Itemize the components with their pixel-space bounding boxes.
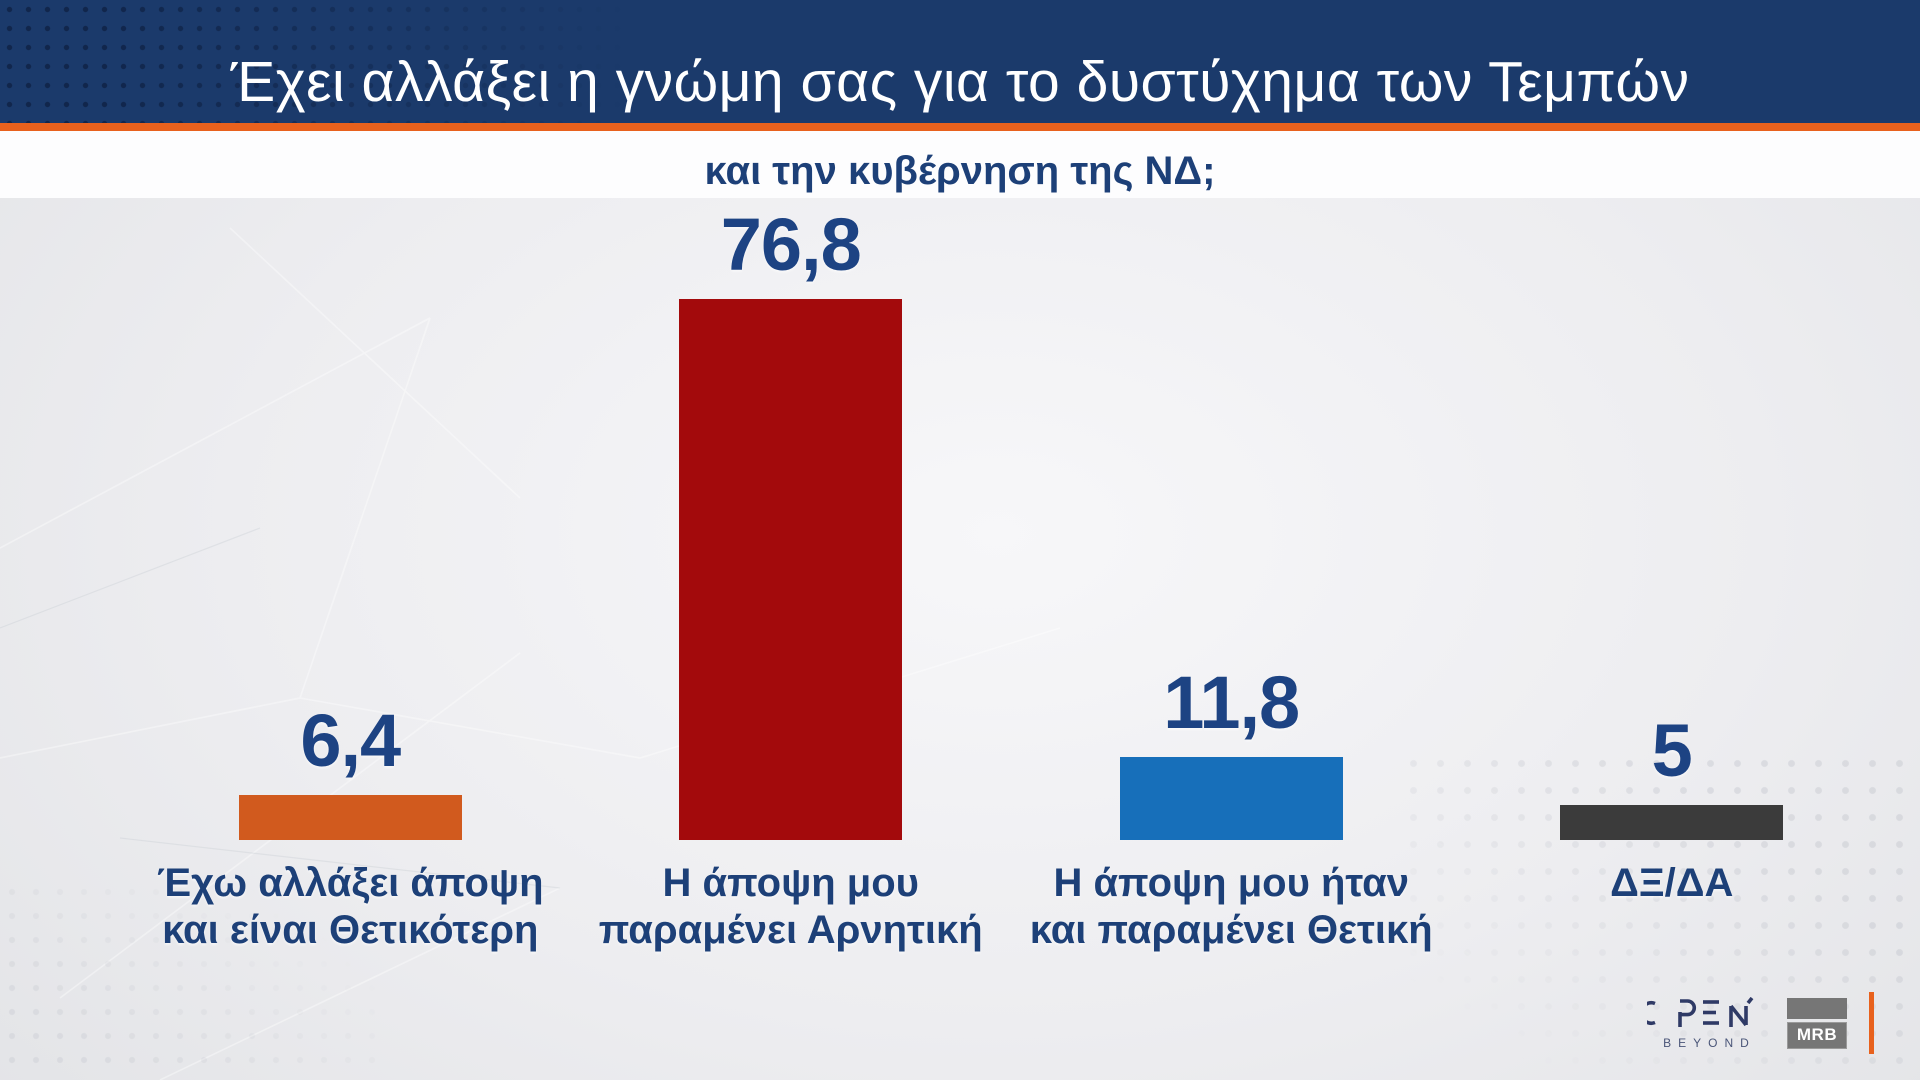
bar-category-label-line: και είναι Θετικότερη — [162, 908, 539, 952]
bar-3 — [1119, 757, 1343, 840]
open-logo: BEYOND — [1647, 996, 1765, 1050]
bar-2 — [679, 299, 903, 840]
bar-category-label: Η άποψη μου παραμένει Αρνητική — [599, 860, 983, 954]
page-title: Έχει αλλάξει η γνώμη σας για το δυστύχημ… — [230, 50, 1690, 114]
bar-4 — [1560, 805, 1784, 840]
bar-group-4: 5 ΔΞ/ΔΑ — [1452, 198, 1893, 954]
bar-value-label: 6,4 — [300, 699, 401, 782]
bar-category-label: Έχω αλλάξει άποψη και είναι Θετικότερη — [157, 860, 544, 954]
bar-category-label-line: Έχω αλλάξει άποψη — [156, 861, 544, 905]
footer-logos: BEYOND MRB — [1647, 992, 1874, 1054]
bar-category-label: Η άποψη μου ήταν και παραμένει Θετική — [1030, 860, 1433, 954]
bar-group-3: 11,8 Η άποψη μου ήταν και παραμένει Θετική — [1011, 198, 1452, 954]
mrb-logo-top-block — [1787, 997, 1847, 1019]
dot-pattern-bottom-left — [0, 880, 380, 1080]
footer-orange-divider — [1869, 992, 1874, 1054]
bar-1 — [238, 795, 462, 840]
open-logo-icon — [1647, 996, 1754, 1027]
subtitle-band: και την κυβέρνηση της ΝΔ; — [0, 131, 1920, 198]
mrb-logo-text: MRB — [1796, 1025, 1838, 1044]
bar-category-label: ΔΞ/ΔΑ — [1610, 860, 1733, 907]
open-logo-subtext: BEYOND — [1663, 1035, 1756, 1050]
page-subtitle: και την κυβέρνηση της ΝΔ; — [704, 149, 1216, 193]
bar-category-label-line: Η άποψη μου — [662, 861, 919, 905]
bars-row: 6,4 Έχω αλλάξει άποψη και είναι Θετικότερη… — [130, 198, 1892, 954]
header-dot-pattern — [0, 0, 660, 123]
mrb-logo: MRB — [1787, 997, 1847, 1049]
mrb-logo-bottom-block: MRB — [1787, 1021, 1847, 1049]
header-accent-line — [0, 123, 1920, 131]
bar-value-label: 11,8 — [1163, 661, 1300, 744]
bar-category-label-line: παραμένει Αρνητική — [598, 908, 983, 952]
bar-category-label-line: ΔΞ/ΔΑ — [1610, 861, 1734, 905]
bar-category-label-line: Η άποψη μου ήταν — [1053, 861, 1409, 905]
bar-category-label-line: και παραμένει Θετική — [1029, 908, 1433, 952]
chart-area: 6,4 Έχω αλλάξει άποψη και είναι Θετικότερη… — [0, 198, 1920, 1080]
bar-group-1: 6,4 Έχω αλλάξει άποψη και είναι Θετικότερη — [130, 198, 571, 954]
header-band: Έχει αλλάξει η γνώμη σας για το δυστύχημ… — [0, 0, 1920, 123]
bar-group-2: 76,8 Η άποψη μου παραμένει Αρνητική — [571, 198, 1012, 954]
bar-value-label: 76,8 — [720, 203, 862, 286]
bar-value-label: 5 — [1651, 709, 1693, 792]
